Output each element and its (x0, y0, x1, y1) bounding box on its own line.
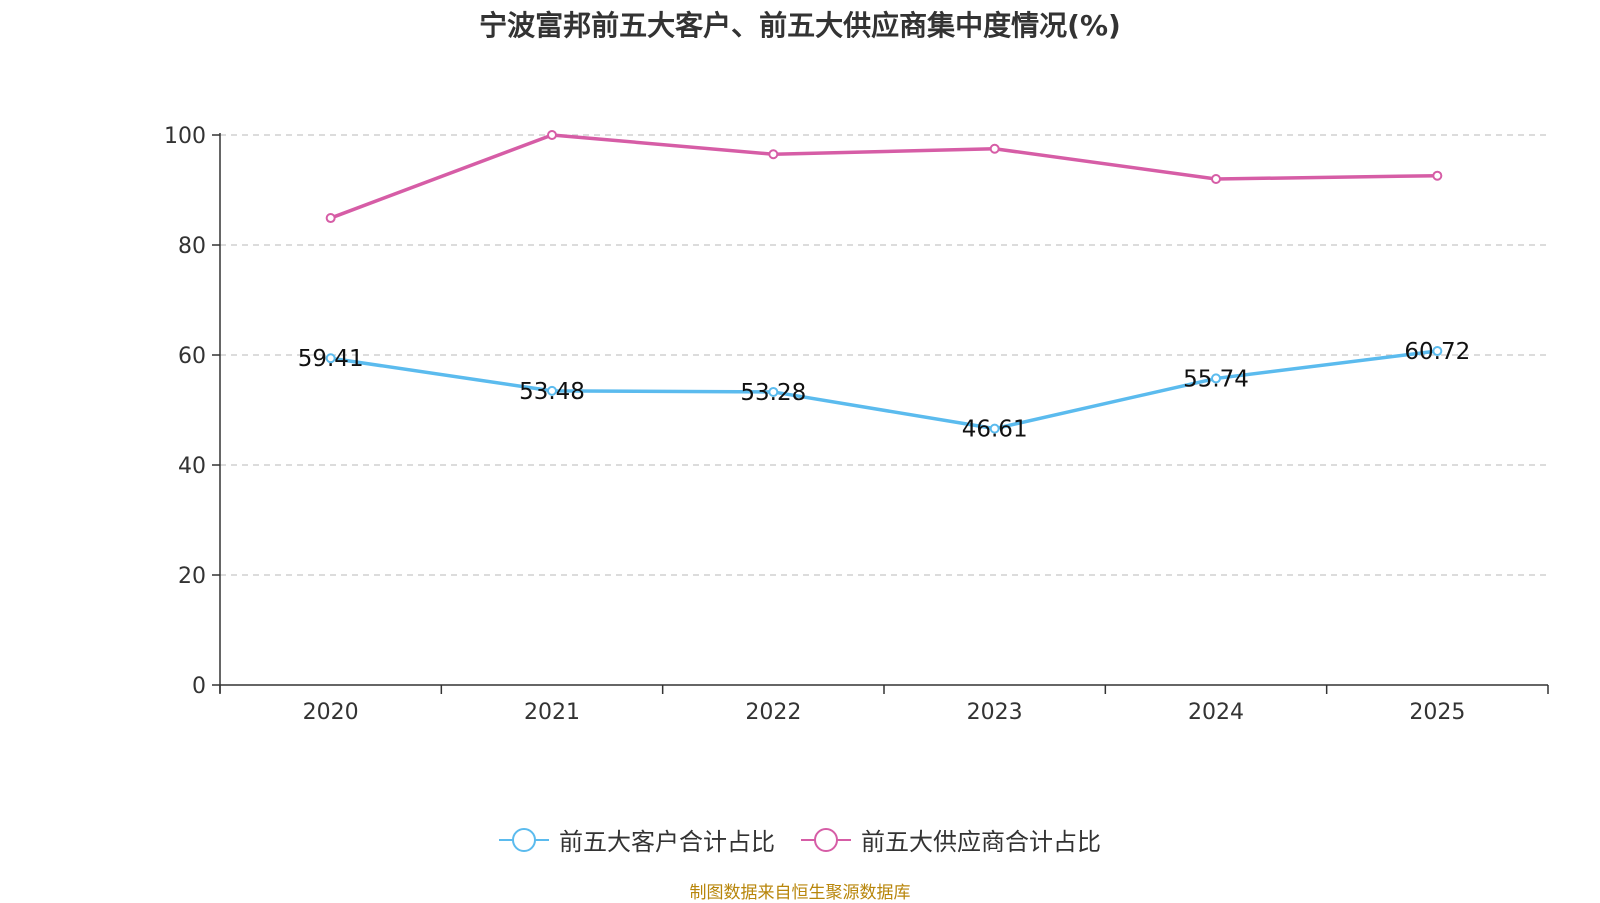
data-point-0 (325, 353, 336, 364)
series-line-1 (330, 133, 1438, 220)
data-label: 60.72 (1404, 339, 1470, 365)
data-point-1 (989, 143, 1000, 154)
data-point-0 (989, 423, 1000, 434)
data-point-0 (1211, 373, 1221, 384)
series-line-0 (330, 349, 1438, 431)
legend-label-suppliers: 前五大供应商合计占比 (861, 828, 1101, 856)
y-tick-label: 100 (164, 124, 206, 149)
y-tick-label: 20 (178, 564, 206, 589)
data-label: 46.61 (962, 417, 1028, 443)
y-tick-label: 80 (178, 234, 206, 259)
legend-marker-customers (499, 827, 549, 852)
chart-title: 宁波富邦前五大客户、前五大供应商集中度情况(%) (479, 9, 1121, 42)
x-tick-label: 2024 (1188, 700, 1244, 725)
legend-item-suppliers[interactable]: 前五大供应商合计占比 (801, 822, 1101, 857)
data-label: 53.48 (519, 379, 585, 405)
legend-item-customers[interactable]: 前五大客户合计占比 (499, 822, 775, 857)
x-tick-label: 2020 (303, 700, 359, 725)
legend-label-customers: 前五大客户合计占比 (559, 828, 775, 856)
legend: 前五大客户合计占比 前五大供应商合计占比 (0, 822, 1600, 857)
data-label: 53.28 (740, 380, 806, 406)
data-point-1 (547, 130, 557, 140)
x-tick-label: 2025 (1409, 700, 1465, 725)
data-point-0 (547, 385, 557, 396)
y-tick-label: 40 (178, 454, 206, 479)
data-point-1 (325, 213, 336, 224)
data-point-1 (768, 149, 779, 160)
data-point-1 (1432, 170, 1443, 181)
x-tick-label: 2022 (745, 700, 801, 725)
y-tick-label: 60 (178, 344, 206, 369)
legend-marker-suppliers (801, 827, 851, 852)
x-tick-label: 2021 (524, 700, 580, 725)
data-point-1 (1211, 174, 1221, 184)
x-tick-label: 2023 (967, 700, 1023, 725)
data-label: 59.41 (298, 346, 364, 372)
data-point-0 (768, 386, 779, 397)
source-note: 制图数据来自恒生聚源数据库 (689, 883, 911, 903)
data-label: 55.74 (1183, 366, 1249, 392)
data-point-0 (1432, 346, 1443, 357)
y-tick-label: 0 (192, 674, 206, 699)
